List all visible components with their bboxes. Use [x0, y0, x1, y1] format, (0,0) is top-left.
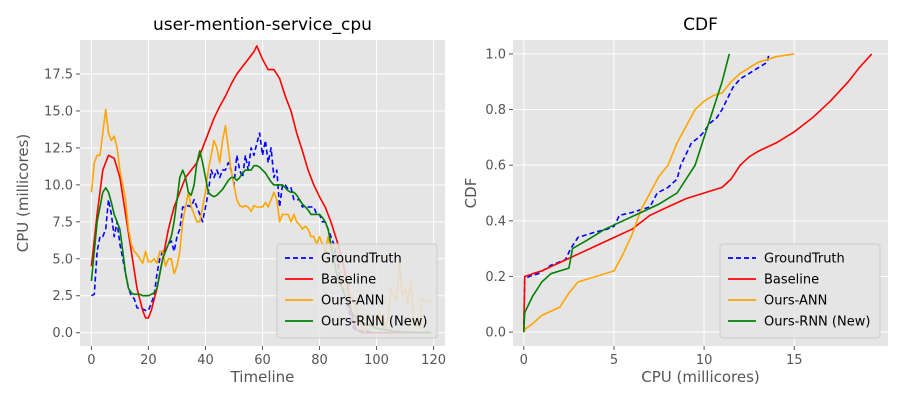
legend-label-groundtruth: GroundTruth	[764, 252, 845, 267]
x-tick-label: 100	[364, 353, 389, 368]
y-tick-label: 0.6	[485, 159, 506, 174]
y-tick-label: 0.0	[52, 326, 73, 341]
legend: GroundTruth Baseline Ours-ANN Ours-RNN (New…	[719, 243, 881, 339]
legend-label-ours-ann: Ours-ANN	[321, 294, 384, 309]
x-tick-label: 60	[254, 353, 271, 368]
x-tick-label: 80	[311, 353, 328, 368]
x-axis-label: CPU (millicores)	[641, 368, 760, 386]
y-tick-label: 10.0	[44, 178, 73, 193]
cpu-timeline-chart: 0 20 40 60 80 100 120 0.0 2.5 5.0 7.5 10.0 12.5 15.0 1…	[14, 15, 446, 386]
series-line-baseline	[90, 45, 431, 334]
y-tick-label: 1.0	[485, 47, 506, 62]
x-tick-label: 40	[197, 353, 214, 368]
y-tick-label: 7.5	[52, 215, 73, 230]
chart-title: CDF	[683, 15, 718, 35]
legend-label-baseline: Baseline	[764, 273, 819, 288]
x-tick-label: 0	[520, 353, 528, 368]
y-tick-label: 5.0	[52, 252, 73, 267]
legend-label-groundtruth: GroundTruth	[321, 252, 402, 267]
y-tick-label: 12.5	[44, 141, 73, 156]
y-tick-label: 0.8	[485, 103, 506, 118]
y-axis-label: CDF	[462, 178, 480, 209]
series-line-ours-rnn-new	[523, 53, 731, 333]
legend: GroundTruth Baseline Ours-ANN Ours-RNN (New…	[276, 243, 438, 339]
legend-label-ours-rnn-new: Ours-RNN (New)	[764, 315, 870, 330]
cdf-chart: 0 5 10 15 0.0 0.2 0.4 0.6 0.8 1.0 CDF CPU (millicor…	[462, 15, 888, 386]
y-tick-label: 15.0	[44, 104, 73, 119]
legend-label-ours-rnn-new: Ours-RNN (New)	[321, 315, 427, 330]
y-tick-label: 0.4	[485, 214, 506, 229]
legend-box	[719, 243, 881, 339]
y-axis-label: CPU (millicores)	[14, 134, 32, 253]
series-line-baseline	[523, 53, 873, 333]
x-tick-label: 20	[140, 353, 157, 368]
y-tick-label: 17.5	[44, 68, 73, 83]
series-line-groundtruth	[523, 53, 770, 333]
legend-box	[276, 243, 438, 339]
legend-label-baseline: Baseline	[321, 273, 376, 288]
y-tick-label: 0.2	[485, 270, 506, 285]
series-line-ours-ann	[523, 53, 795, 333]
legend-label-ours-ann: Ours-ANN	[764, 294, 827, 309]
x-axis-label: Timeline	[230, 368, 295, 386]
x-tick-label: 0	[87, 353, 95, 368]
x-tick-label: 10	[696, 353, 713, 368]
y-tick-label: 0.0	[485, 326, 506, 341]
series-line-groundtruth	[91, 132, 431, 334]
chart-title: user-mention-service_cpu	[153, 15, 372, 35]
y-tick-label: 2.5	[52, 289, 73, 304]
x-tick-label: 15	[786, 353, 803, 368]
x-tick-label: 120	[421, 353, 446, 368]
x-tick-label: 5	[610, 353, 618, 368]
